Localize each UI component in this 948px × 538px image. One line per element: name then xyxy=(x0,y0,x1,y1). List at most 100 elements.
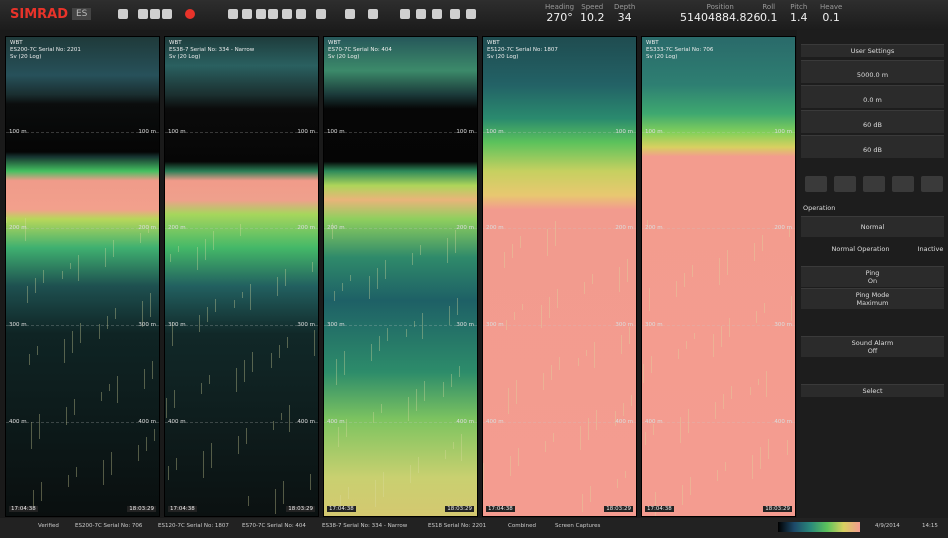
readout-label: Heading xyxy=(545,3,574,11)
noise-streak xyxy=(516,380,517,404)
tool-button[interactable] xyxy=(834,176,856,192)
noise-streak xyxy=(522,304,523,310)
toolbar-icon[interactable] xyxy=(368,9,378,19)
panel-header: WBT xyxy=(169,40,182,46)
tool-button[interactable] xyxy=(892,176,914,192)
status-tab[interactable]: Screen Captures xyxy=(555,523,600,529)
noise-streak xyxy=(236,368,237,392)
toolbar-icon[interactable] xyxy=(450,9,460,19)
depth-label: 100 m xyxy=(168,129,186,135)
noise-streak xyxy=(688,409,689,433)
depth-line xyxy=(642,228,795,229)
noise-streak xyxy=(242,292,243,298)
status-tab[interactable]: ES38-7 Serial No: 334 - Narrow xyxy=(322,523,407,529)
readout: Depth34 xyxy=(614,3,635,24)
depth-line xyxy=(642,325,795,326)
noise-streak xyxy=(348,487,349,499)
setting-row[interactable]: 60 dB xyxy=(801,135,944,158)
noise-streak xyxy=(43,270,44,283)
noise-streak xyxy=(629,327,630,344)
depth-label: 300 m xyxy=(327,322,345,328)
noise-streak xyxy=(107,316,108,329)
toolbar-icon[interactable] xyxy=(268,9,278,19)
toolbar-icon[interactable] xyxy=(138,9,148,19)
noise-streak xyxy=(725,462,726,471)
panel-header: Sv (20 Log) xyxy=(487,54,518,60)
toolbar-icon[interactable] xyxy=(296,9,306,19)
readout: Speed10.2 xyxy=(580,3,605,24)
tool-button[interactable] xyxy=(805,176,827,192)
toolbar-icon[interactable] xyxy=(432,9,442,19)
depth-line xyxy=(324,132,477,133)
toolbar-icon[interactable] xyxy=(345,9,355,19)
depth-label: 300 m xyxy=(774,322,792,328)
setting-row[interactable]: 60 dB xyxy=(801,110,944,133)
noise-streak xyxy=(344,351,345,375)
noise-streak xyxy=(766,371,767,397)
setting-row[interactable]: 0.0 m xyxy=(801,85,944,108)
toolbar-icon[interactable] xyxy=(316,9,326,19)
depth-label: 200 m xyxy=(486,225,504,231)
noise-streak xyxy=(199,315,200,332)
noise-streak xyxy=(369,276,370,299)
depth-label: 400 m xyxy=(168,419,186,425)
toolbar-icon[interactable] xyxy=(228,9,238,19)
toolbar-icon[interactable] xyxy=(118,9,128,19)
noise-streak xyxy=(64,339,65,363)
tab-right[interactable]: Inactive xyxy=(855,245,948,253)
tool-button[interactable] xyxy=(921,176,943,192)
status-tab[interactable]: ES70-7C Serial No: 404 xyxy=(242,523,306,529)
depth-label: 100 m xyxy=(774,129,792,135)
noise-streak xyxy=(279,345,280,358)
noise-streak xyxy=(35,278,36,293)
noise-streak xyxy=(283,481,284,504)
toolbar-icon[interactable] xyxy=(256,9,266,19)
toolbar-icon[interactable] xyxy=(282,9,292,19)
mode-badge[interactable]: ES xyxy=(72,8,91,20)
noise-streak xyxy=(692,265,693,277)
noise-streak xyxy=(105,248,106,267)
depth-line xyxy=(324,228,477,229)
readout-value: 1.4 xyxy=(790,11,808,24)
status-tab[interactable]: ES18 Serial No: 2201 xyxy=(428,523,486,529)
depth-label: 300 m xyxy=(168,322,186,328)
depth-label: 300 m xyxy=(138,322,156,328)
readout-label: Roll xyxy=(762,3,775,11)
toolbar-icon[interactable] xyxy=(150,9,160,19)
depth-label: 400 m xyxy=(327,419,345,425)
noise-streak xyxy=(729,318,730,337)
noise-streak xyxy=(250,284,251,310)
noise-streak xyxy=(584,282,585,294)
noise-streak xyxy=(543,373,544,390)
noise-streak xyxy=(651,356,652,373)
noise-streak xyxy=(678,349,679,359)
depth-line xyxy=(324,325,477,326)
operation-value: Normal xyxy=(797,223,948,231)
toolbar-icon[interactable] xyxy=(162,9,172,19)
depth-label: 300 m xyxy=(297,322,315,328)
noise-streak xyxy=(215,299,216,312)
noise-streak xyxy=(787,440,788,455)
noise-streak xyxy=(76,467,77,477)
setting-row[interactable]: 5000.0 m xyxy=(801,60,944,83)
toolbar-icon[interactable] xyxy=(466,9,476,19)
toolbar-icon[interactable] xyxy=(400,9,410,19)
status-tab[interactable]: ES120-7C Serial No: 1807 xyxy=(158,523,229,529)
status-tab[interactable]: ES200-7C Serial No: 706 xyxy=(75,523,142,529)
status-tab[interactable]: Combined xyxy=(508,523,536,529)
status-tab[interactable]: Verified xyxy=(38,523,59,529)
noise-streak xyxy=(768,439,769,459)
noise-streak xyxy=(406,329,407,337)
noise-streak xyxy=(715,402,716,419)
toolbar-icon[interactable] xyxy=(416,9,426,19)
toolbar-icon[interactable] xyxy=(242,9,252,19)
noise-streak xyxy=(334,291,335,301)
toolbar-icon[interactable] xyxy=(185,9,195,19)
panel-header: ES333-7C Serial No: 706 xyxy=(646,47,713,53)
tool-button[interactable] xyxy=(863,176,885,192)
